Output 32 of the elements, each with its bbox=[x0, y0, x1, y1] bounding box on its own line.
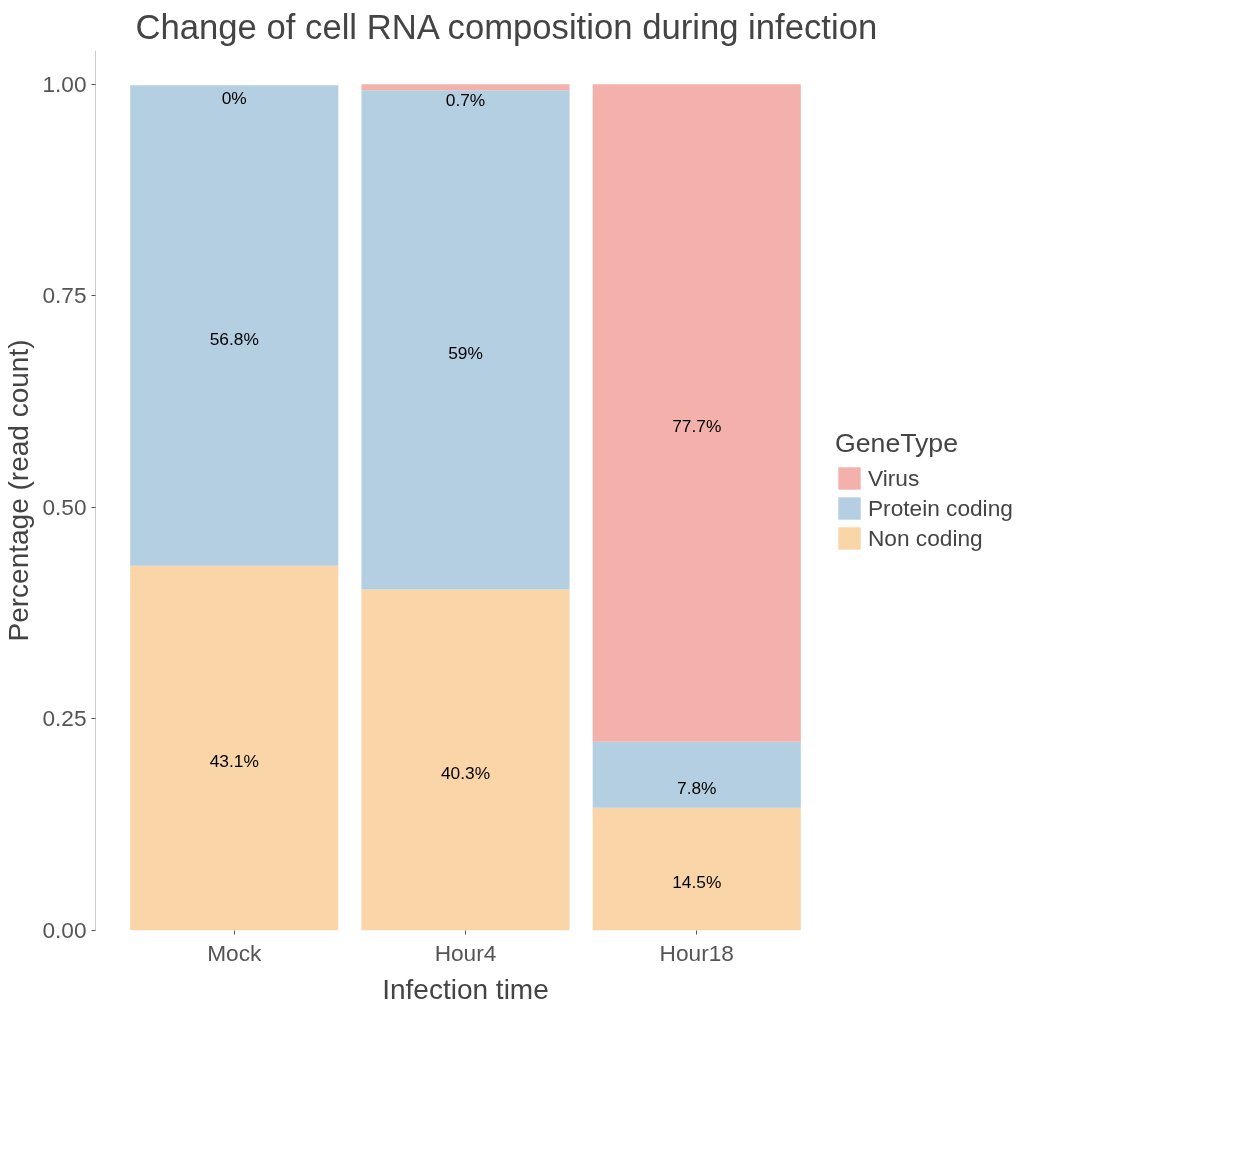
data-label: 0% bbox=[221, 88, 247, 109]
x-tick-label: Mock bbox=[207, 939, 262, 966]
data-label: 43.1% bbox=[209, 751, 259, 772]
y-tick-label: 0.25 bbox=[42, 705, 87, 732]
y-tick-label: 0.50 bbox=[42, 493, 87, 520]
bar bbox=[361, 589, 570, 931]
y-tick-label: 0.00 bbox=[42, 917, 87, 943]
bar bbox=[361, 90, 570, 590]
data-label: 7.8% bbox=[677, 777, 717, 798]
x-tick-label: Hour4 bbox=[434, 939, 497, 966]
data-label: 77.7% bbox=[672, 416, 722, 437]
chart-title: Change of cell RNA composition during infection bbox=[135, 7, 878, 46]
bar bbox=[592, 741, 801, 808]
legend-label: Non coding bbox=[868, 524, 983, 552]
x-axis-title: Infection time bbox=[382, 973, 549, 1005]
bar bbox=[130, 85, 339, 566]
data-label: 56.8% bbox=[209, 328, 259, 349]
x-tick-label: Hour18 bbox=[659, 939, 734, 966]
legend-label: Protein coding bbox=[868, 494, 1013, 522]
bar bbox=[130, 565, 339, 931]
y-tick-label: 1.00 bbox=[42, 70, 87, 97]
bar bbox=[592, 84, 801, 742]
bar bbox=[592, 807, 801, 931]
data-label: 14.5% bbox=[672, 872, 722, 893]
bar bbox=[361, 84, 570, 91]
legend-title: GeneType bbox=[835, 428, 959, 459]
data-label: 59% bbox=[448, 342, 483, 363]
y-tick-label: 0.75 bbox=[42, 282, 87, 309]
data-label: 40.3% bbox=[440, 763, 491, 783]
data-label: 0.7% bbox=[445, 90, 486, 111]
legend-label: Virus bbox=[868, 464, 920, 492]
y-axis-title: Percentage (read count) bbox=[3, 339, 35, 642]
